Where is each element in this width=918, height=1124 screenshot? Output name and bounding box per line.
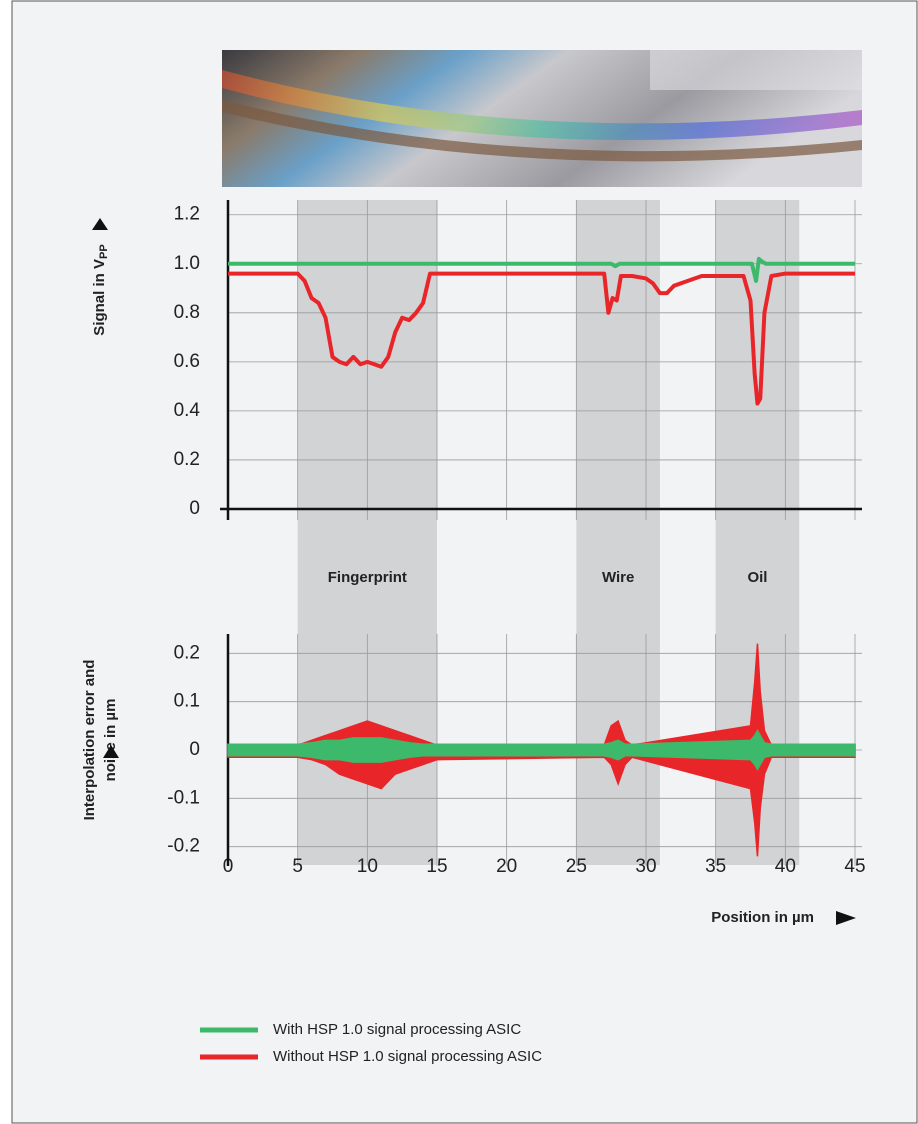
arrow (103, 745, 119, 758)
y-axis-title-sub: PP (98, 244, 110, 259)
y-axis-title: Signal in VPP (91, 244, 110, 335)
y-tick-label: -0.2 (167, 836, 200, 857)
plot: Fingerprint Wire Oil 0 0.2 0.4 0.6 0.8 1.0 1.2 Sig… (81, 200, 866, 926)
arrow (92, 218, 108, 230)
y-tick-label: 0.8 (174, 302, 200, 323)
y-tick-label: 0.4 (174, 400, 201, 421)
arrow (836, 911, 856, 925)
x-tick-label: 20 (496, 856, 517, 877)
x-axis-title: Position in µm (711, 909, 814, 926)
legend-label: Without HSP 1.0 signal processing ASIC (273, 1048, 542, 1065)
y-axis-title: noise in µm (102, 699, 119, 782)
y-tick-label: 0 (189, 739, 200, 760)
x-tick-label: 5 (292, 856, 303, 877)
x-tick-label: 30 (635, 856, 656, 877)
x-tick-label: 15 (426, 856, 447, 877)
y-axis-title: Interpolation error and (81, 660, 98, 821)
legend-label: With HSP 1.0 signal processing ASIC (273, 1021, 521, 1038)
x-tick-label: 35 (705, 856, 726, 877)
y-tick-label: 0.2 (174, 642, 200, 663)
noise-band (227, 729, 856, 771)
x-tick-label: 40 (775, 856, 796, 877)
y-tick-label: 0.6 (174, 351, 200, 372)
y-tick-label: -0.1 (167, 787, 200, 808)
x-tick-label: 0 (223, 856, 234, 877)
y-tick-label: 0 (189, 498, 200, 519)
series-line (228, 271, 855, 406)
region-label: Wire (602, 569, 634, 586)
y-tick-label: 1.0 (174, 253, 200, 274)
x-tick-label: 25 (566, 856, 587, 877)
x-tick-label: 45 (844, 856, 865, 877)
y-axis-title-text: Signal in V (91, 259, 108, 336)
y-tick-label: 0.2 (174, 449, 200, 470)
legend: With HSP 1.0 signal processing ASIC With… (200, 1021, 542, 1065)
photo (222, 50, 862, 187)
y-tick-label: 1.2 (174, 204, 200, 225)
series-line (228, 256, 855, 283)
region-label: Fingerprint (328, 569, 407, 586)
region-label: Oil (747, 569, 767, 586)
y-tick-label: 0.1 (174, 691, 200, 712)
x-tick-label: 10 (357, 856, 378, 877)
